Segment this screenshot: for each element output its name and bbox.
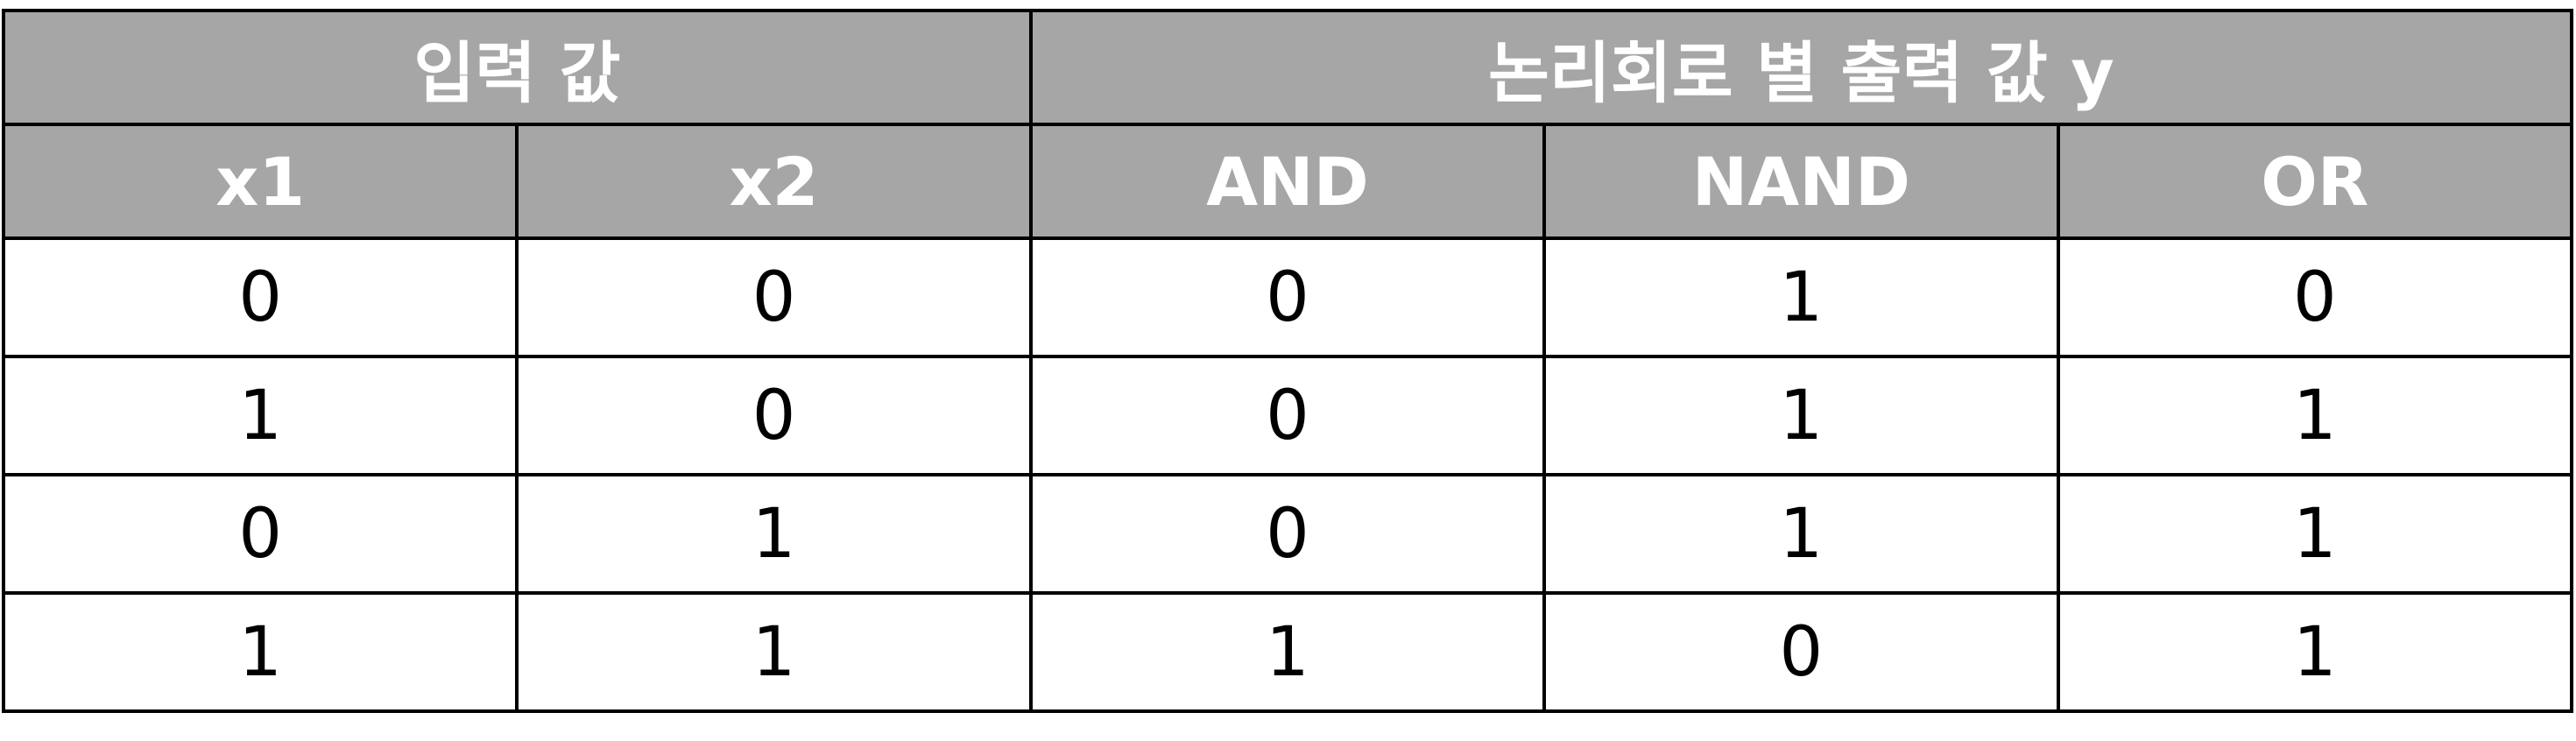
table-row: 0 0 0 1 0	[1, 236, 2574, 358]
cell-nand: 1	[1542, 236, 2060, 358]
cell-nand: 1	[1542, 355, 2060, 476]
cell-or: 1	[2056, 355, 2574, 476]
column-header-or: OR	[2056, 123, 2574, 240]
cell-and: 0	[1028, 236, 1547, 358]
column-header-row: x1 x2 AND NAND OR	[1, 123, 2574, 240]
cell-x1: 1	[1, 355, 519, 476]
cell-x1: 0	[1, 236, 519, 358]
cell-x2: 1	[515, 591, 1033, 713]
cell-and: 0	[1028, 355, 1547, 476]
column-header-and: AND	[1028, 123, 1547, 240]
cell-x1: 0	[1, 473, 519, 595]
cell-x2: 1	[515, 473, 1033, 595]
table-row: 0 1 0 1 1	[1, 473, 2574, 595]
cell-or: 1	[2056, 473, 2574, 595]
column-header-x2: x2	[515, 123, 1033, 240]
column-header-x1: x1	[1, 123, 519, 240]
cell-or: 0	[2056, 236, 2574, 358]
cell-x1: 1	[1, 591, 519, 713]
cell-nand: 1	[1542, 473, 2060, 595]
output-values-header: 논리회로 별 출력 값 y	[1028, 9, 2574, 126]
column-header-nand: NAND	[1542, 123, 2060, 240]
cell-or: 1	[2056, 591, 2574, 713]
cell-and: 1	[1028, 591, 1547, 713]
input-values-header: 입력 값	[2, 9, 1033, 126]
truth-table: 입력 값 논리회로 별 출력 값 y x1 x2 AND NAND OR 0 0…	[1, 9, 2574, 713]
table-row: 1 1 1 0 1	[1, 591, 2574, 713]
cell-nand: 0	[1542, 591, 2060, 713]
group-header-row: 입력 값 논리회로 별 출력 값 y	[2, 9, 2574, 126]
cell-x2: 0	[515, 355, 1033, 476]
cell-x2: 0	[515, 236, 1033, 358]
table-row: 1 0 0 1 1	[1, 355, 2574, 476]
cell-and: 0	[1028, 473, 1547, 595]
